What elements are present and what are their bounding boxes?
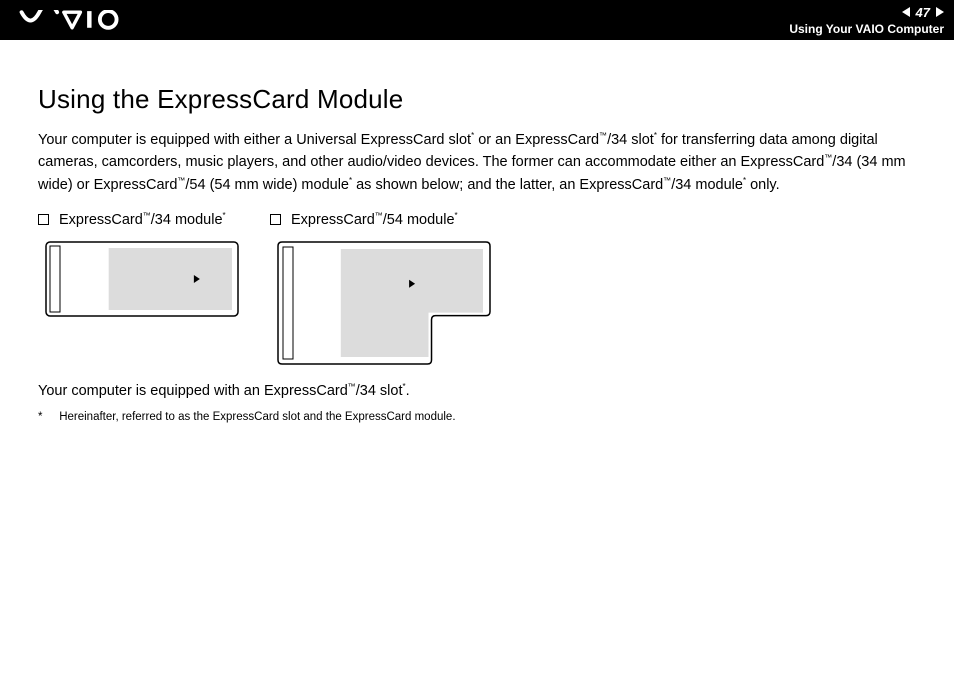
page-number: 47 bbox=[916, 5, 930, 20]
page-navigator: 47 bbox=[902, 5, 944, 20]
expresscard-34-figure bbox=[44, 240, 240, 318]
module-figures-row: ExpressCard™/34 module* ExpressCard™/54 … bbox=[38, 212, 916, 366]
intro-paragraph: Your computer is equipped with either a … bbox=[38, 129, 916, 196]
bullet-icon bbox=[38, 214, 49, 225]
header-right: 47 Using Your VAIO Computer bbox=[789, 5, 944, 36]
module-54-label-text: ExpressCard™/54 module* bbox=[291, 212, 458, 228]
module-34-label: ExpressCard™/34 module* bbox=[38, 212, 240, 228]
module-54-column: ExpressCard™/54 module* bbox=[270, 212, 492, 366]
bullet-icon bbox=[270, 214, 281, 225]
footnote-marker: * bbox=[38, 411, 56, 423]
module-34-column: ExpressCard™/34 module* bbox=[38, 212, 240, 366]
module-34-label-text: ExpressCard™/34 module* bbox=[59, 212, 226, 228]
header-bar: 47 Using Your VAIO Computer bbox=[0, 0, 954, 40]
prev-page-arrow[interactable] bbox=[902, 7, 912, 17]
vaio-logo bbox=[16, 10, 136, 30]
page-title: Using the ExpressCard Module bbox=[38, 84, 916, 115]
footnote-text: Hereinafter, referred to as the ExpressC… bbox=[59, 411, 455, 423]
closing-paragraph: Your computer is equipped with an Expres… bbox=[38, 380, 916, 402]
footnote: * Hereinafter, referred to as the Expres… bbox=[38, 411, 916, 423]
module-54-label: ExpressCard™/54 module* bbox=[270, 212, 492, 228]
next-page-arrow[interactable] bbox=[934, 7, 944, 17]
header-section-title: Using Your VAIO Computer bbox=[789, 22, 944, 36]
page-content: Using the ExpressCard Module Your comput… bbox=[0, 40, 954, 423]
expresscard-54-figure bbox=[276, 240, 492, 366]
